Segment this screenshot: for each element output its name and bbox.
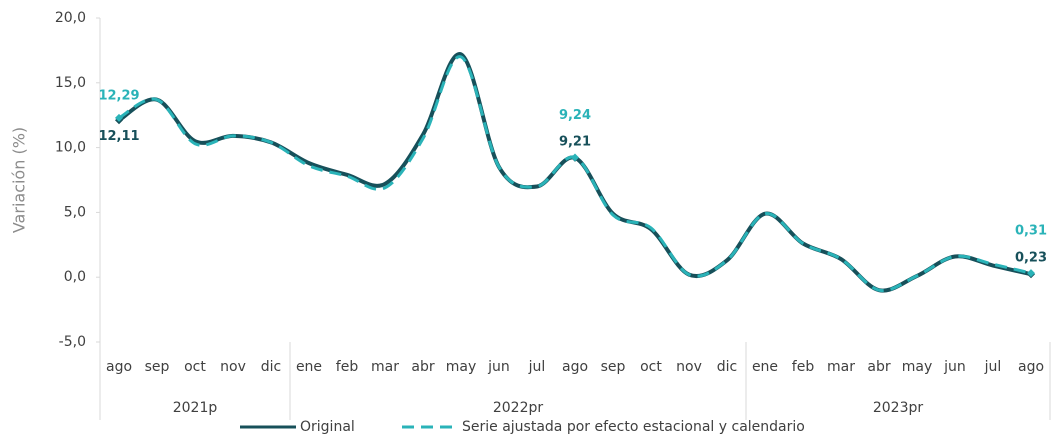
x-tick-label: oct [640, 359, 662, 375]
legend-label: Serie ajustada por efecto estacional y c… [462, 419, 805, 435]
x-tick-label: ene [752, 359, 778, 375]
y-tick-label: 5,0 [64, 204, 86, 220]
x-tick-label: ago [562, 359, 588, 375]
x-tick-label: may [902, 359, 933, 375]
x-tick-label: jun [487, 359, 510, 375]
group-label: 2021p [173, 400, 218, 416]
group-label: 2022pr [493, 400, 544, 416]
x-tick-label: oct [184, 359, 206, 375]
y-tick-label: -5,0 [59, 334, 86, 350]
group-label: 2023pr [873, 400, 924, 416]
x-tick-label: abr [867, 359, 890, 375]
data-label: 12,11 [98, 129, 139, 144]
data-label: 9,24 [559, 108, 591, 123]
legend-label: Original [300, 419, 355, 435]
x-tick-label: nov [220, 359, 246, 375]
data-label: 0,23 [1015, 251, 1047, 266]
x-tick-label: jun [943, 359, 966, 375]
data-label: 9,21 [559, 134, 591, 149]
y-tick-label: 20,0 [55, 10, 86, 26]
x-tick-label: ago [106, 359, 132, 375]
x-tick-label: feb [336, 359, 359, 375]
x-tick-label: mar [371, 359, 399, 375]
data-label: 12,29 [98, 88, 139, 103]
y-tick-label: 15,0 [55, 75, 86, 91]
point-marker [571, 153, 579, 162]
x-tick-label: dic [261, 359, 281, 375]
y-tick-label: 10,0 [55, 140, 86, 156]
data-label: 0,31 [1015, 224, 1047, 239]
series-line [118, 55, 1032, 293]
x-tick-label: sep [145, 359, 170, 375]
series-line [117, 52, 1032, 293]
point-marker [115, 113, 123, 122]
x-tick-label: jul [528, 359, 546, 375]
point-marker [1027, 269, 1035, 278]
x-tick-label: may [446, 359, 477, 375]
x-tick-label: jul [984, 359, 1002, 375]
x-tick-label: ago [1018, 359, 1044, 375]
x-tick-label: abr [411, 359, 434, 375]
y-tick-label: 0,0 [64, 269, 86, 285]
x-tick-label: mar [827, 359, 855, 375]
y-axis-label: Variación (%) [10, 127, 29, 233]
x-tick-label: sep [601, 359, 626, 375]
x-tick-label: ene [296, 359, 322, 375]
x-tick-label: feb [792, 359, 815, 375]
x-tick-label: dic [717, 359, 737, 375]
x-tick-label: nov [676, 359, 702, 375]
